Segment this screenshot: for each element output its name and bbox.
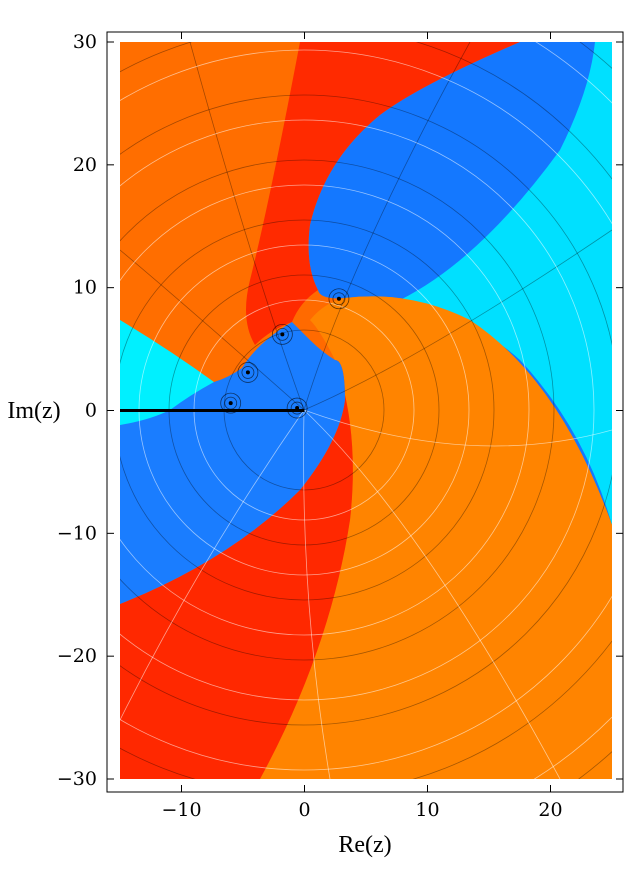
y-tick-label: 0 bbox=[85, 400, 97, 422]
critical-point-ring bbox=[237, 362, 259, 383]
y-tick-label: −20 bbox=[57, 645, 97, 667]
phase-region-cyan-right bbox=[400, 42, 612, 525]
critical-point-ring bbox=[275, 327, 289, 341]
critical-point-ring bbox=[286, 397, 308, 419]
y-tick-label: 20 bbox=[73, 154, 97, 176]
x-axis-title: Re(z) bbox=[338, 832, 391, 858]
x-tick-label: 20 bbox=[538, 799, 562, 821]
critical-point bbox=[336, 296, 341, 301]
phase-region-orange-top bbox=[120, 42, 520, 382]
axes-frame bbox=[106, 31, 624, 793]
critical-point bbox=[280, 332, 285, 337]
x-tick-label: 10 bbox=[415, 799, 439, 821]
y-axis-ticks: −30 −20 −10 0 10 20 30 bbox=[57, 31, 623, 790]
y-axis-title: Im(z) bbox=[7, 398, 60, 424]
x-axis-ticks: −10 0 10 20 bbox=[161, 32, 563, 821]
critical-point bbox=[245, 370, 250, 375]
x-tick-label: 0 bbox=[298, 799, 310, 821]
critical-point-ring bbox=[328, 288, 350, 310]
contour-lines-light bbox=[120, 42, 612, 779]
critical-point bbox=[228, 401, 233, 406]
y-tick-label: −10 bbox=[57, 522, 97, 544]
critical-point-ring bbox=[332, 292, 346, 306]
critical-point-ring bbox=[271, 323, 293, 345]
x-tick-label: −10 bbox=[161, 799, 201, 821]
y-tick-label: 10 bbox=[73, 277, 97, 299]
y-tick-label: −30 bbox=[57, 768, 97, 790]
phase-region-cyan-left bbox=[120, 320, 214, 425]
critical-point-ring bbox=[290, 401, 304, 415]
phase-region-orange-lower bbox=[260, 296, 612, 779]
y-tick-label: 30 bbox=[73, 31, 97, 53]
critical-point-ring bbox=[220, 392, 242, 414]
critical-point-ring bbox=[241, 366, 255, 379]
phase-region-red-upper bbox=[246, 42, 520, 345]
phase-region-red-lower bbox=[120, 360, 353, 779]
